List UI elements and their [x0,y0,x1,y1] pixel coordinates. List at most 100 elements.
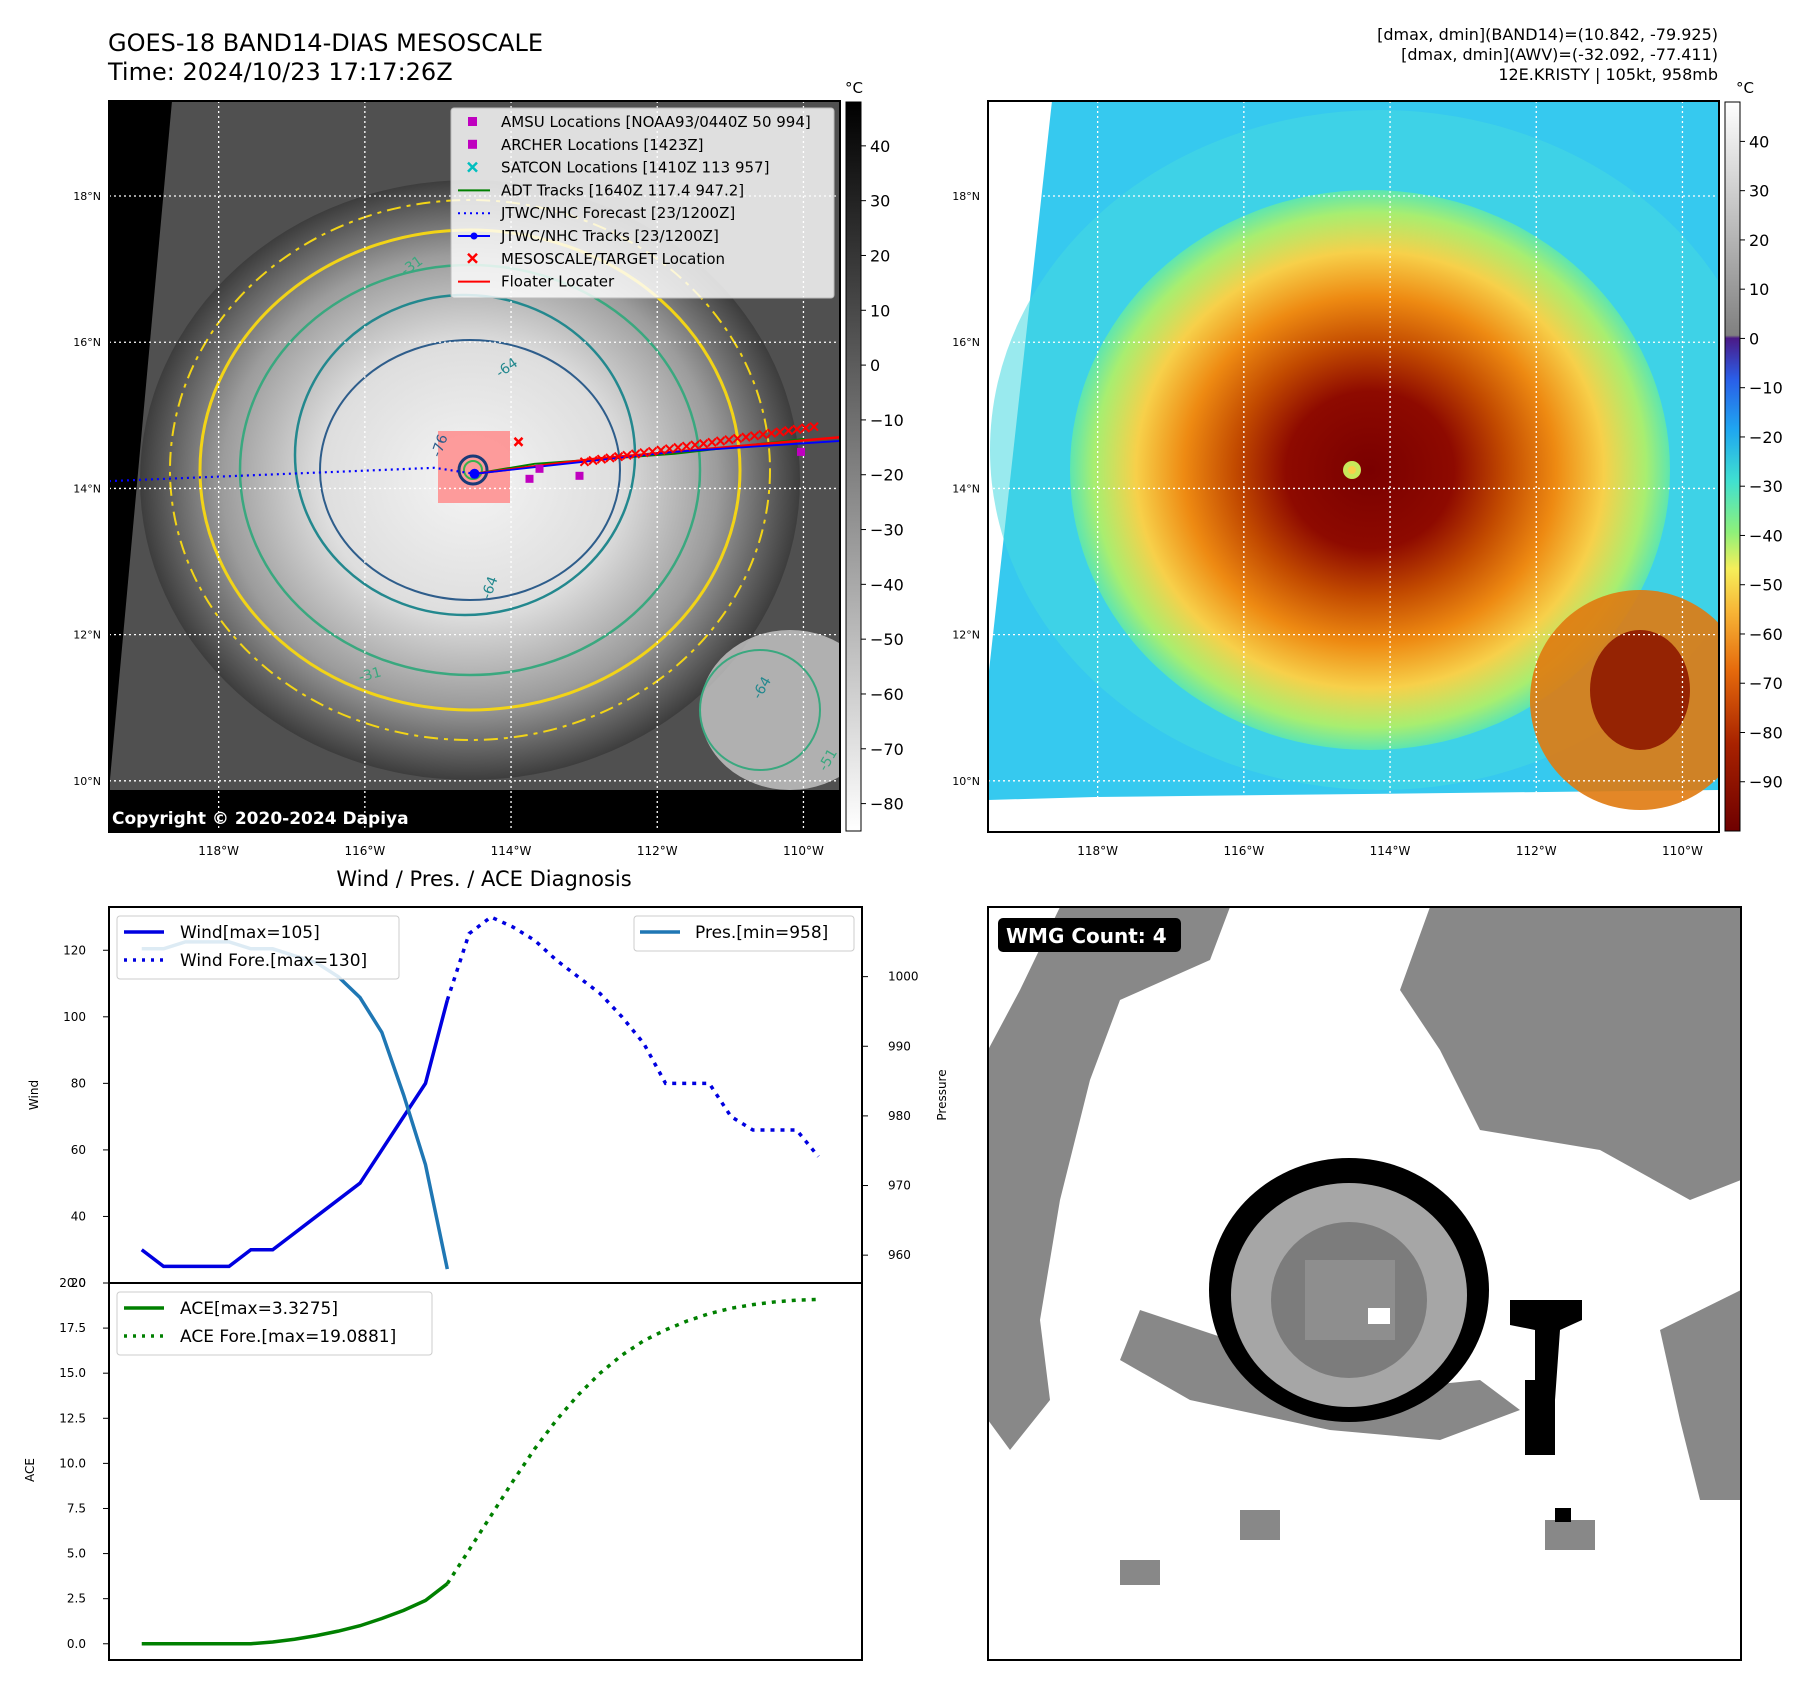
ace-tick-label: 7.5 [67,1501,86,1515]
pressure-tick-label: 970 [888,1179,911,1193]
diagnosis-title: Wind / Pres. / ACE Diagnosis [336,867,631,891]
mesoscale-marker [707,437,717,448]
lon-tick-label: 116°W [344,844,385,858]
wind-tick-label: 100 [63,1010,86,1024]
colorbar-tick-label: 30 [870,192,890,211]
ir-map-legend: AMSU Locations [NOAA93/0440Z 50 994] ARCH… [450,107,835,299]
legend-label: ARCHER Locations [1423Z] [501,136,704,154]
ace-legend: ACE[max=3.3275] ACE Fore.[max=19.0881] [116,1291,433,1356]
ace-tick-label: 12.5 [59,1411,86,1425]
mesoscale-marker [775,427,785,437]
figure-title: GOES-18 BAND14-DIAS MESOSCALE [108,29,543,57]
colorbar-tick-label: −20 [870,466,904,485]
mesoscale-marker [588,455,598,466]
lon-tick-label: 110°W [783,844,824,858]
ace-tick-label: 20.0 [59,1276,86,1290]
contour-label: -64 [479,574,502,601]
amsu-marker [797,447,805,456]
mesoscale-marker [613,451,624,462]
ace-tick-label: 5.0 [67,1547,86,1561]
legend-wind-forecast: Wind Fore.[max=130] [180,951,367,971]
dvorak-colorbar: °C 40 30 20 10 0 −10 −20 −30 −40 −50 −60 −70 −80 −90 [1724,79,1783,832]
colorbar-tick-label: 0 [1749,329,1759,348]
lon-tick-label: 118°W [1077,844,1118,858]
mesoscale-marker [749,431,760,441]
lon-tick-label: 110°W [1662,844,1703,858]
lat-tick-label: 18°N [73,190,101,203]
colorbar-tick-label: −10 [870,411,904,430]
lat-tick-label: 18°N [952,190,980,203]
lon-tick-label: 114°W [491,844,532,858]
contour-label: -31 [357,664,383,685]
wmg-panel: WMG Count: 4 [987,906,1742,1661]
mesoscale-marker [800,423,811,433]
colorbar-tick-label: −30 [1749,477,1783,496]
wind-pressure-chart: Wind Pressure 20 40 60 80 100 120 960 970 980 990… [27,906,949,1290]
pressure-tick-label: 990 [888,1039,911,1053]
legend-label: SATCON Locations [1410Z 113 957] [501,159,769,177]
colorbar-tick-label: 10 [870,301,890,320]
colorbar-tick-label: −80 [1749,723,1783,742]
legend-entry: Floater Locater [458,273,615,291]
legend-entry: SATCON Locations [1410Z 113 957] [467,159,769,177]
colorbar-tick-label: −80 [870,795,904,814]
ir-colorbar: °C 40 30 20 10 0 −10 −20 −30 −40 −50 −60 −70 −80 [845,79,904,832]
lat-tick-label: 16°N [73,336,101,349]
legend-entry: JTWC/NHC Tracks [23/1200Z] [458,227,719,245]
ace-tick-label: 17.5 [59,1321,86,1335]
lon-tick-label: 114°W [1370,844,1411,858]
colorbar-tick-label: −70 [1749,674,1783,693]
lat-tick-label: 12°N [952,629,980,642]
mesoscale-marker [647,446,658,457]
legend-box [450,107,835,299]
colorbar-tick-label: 30 [1749,182,1769,201]
legend-label: JTWC/NHC Forecast [23/1200Z] [500,204,735,222]
copyright: Copyright © 2020-2024 Dapiya [112,809,409,829]
archer-marker [525,474,534,483]
mesoscale-marker [715,436,726,446]
mesoscale-marker [664,444,675,454]
legend-dot-marker [470,232,478,240]
contour-label: -76 [429,432,452,459]
mesoscale-marker [732,433,743,444]
colorbar-tick-label: 20 [870,246,890,265]
wmg-image [988,907,1741,1585]
wind-tick-label: 60 [71,1143,86,1157]
colorbar-tick-label: −60 [1749,625,1783,644]
colorbar-tick-label: −70 [870,740,904,759]
colorbar-tick-label: 0 [870,356,880,375]
ace-tick-label: 0.0 [67,1637,86,1651]
colorbar-tick-label: −50 [870,630,904,649]
ace-tick-label: 2.5 [67,1592,86,1606]
legend-x-marker [467,161,478,173]
ace-chart: ACE 0.0 2.5 5.0 7.5 10.0 12.5 15.0 17.5 20.0 ACE… [23,1276,863,1661]
storm-center-marker [469,468,480,479]
mesoscale-marker [656,445,666,455]
ir-colorbar-unit: °C [845,79,863,97]
ace-chart-series [141,1297,819,1646]
colorbar-tick-label: −50 [1749,576,1783,595]
legend-entry: ADT Tracks [1640Z 117.4 947.2] [458,181,744,199]
wind-forecast-series-line [445,914,820,1158]
colorbar-tick-label: −60 [870,685,904,704]
lon-tick-label: 116°W [1223,844,1264,858]
mesoscale-marker [673,442,683,453]
ace-series-line [141,1582,449,1646]
wind-tick-label: 40 [71,1209,86,1223]
mesoscale-marker [766,428,777,438]
ace-chart-ticks: 0.0 2.5 5.0 7.5 10.0 12.5 15.0 17.5 20.0 [59,1276,109,1651]
ace-forecast-series-line [445,1297,819,1585]
archer-marker [575,471,584,480]
info-awv-range: [dmax, dmin](AWV)=(-32.092, -77.411) [1401,45,1718,64]
dvorak-colorbar-unit: °C [1736,79,1754,97]
info-band14-range: [dmax, dmin](BAND14)=(10.842, -79.925) [1377,25,1718,44]
legend-x-marker [467,252,478,264]
pressure-tick-label: 960 [888,1248,911,1262]
legend-entry: ARCHER Locations [1423Z] [468,136,704,154]
ace-tick-label: 10.0 [59,1456,86,1470]
legend-ace: ACE[max=3.3275] [180,1299,338,1319]
lat-tick-label: 10°N [73,775,101,788]
colorbar-tick-label: −10 [1749,379,1783,398]
pressure-legend: Pres.[min=958] [633,915,855,952]
colorbar-tick-label: 40 [870,137,890,156]
